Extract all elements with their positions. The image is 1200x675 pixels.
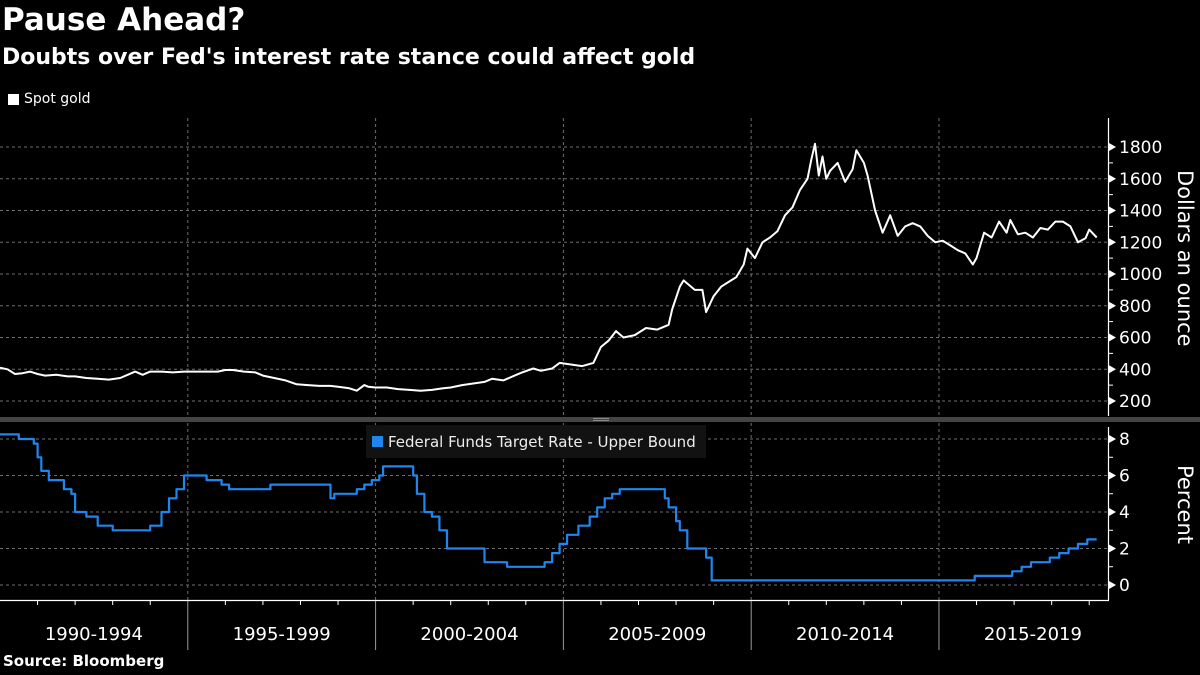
y-tick-marker: [1109, 397, 1116, 405]
y-tick-marker: [1109, 508, 1116, 516]
divider-grip-icon: [593, 418, 609, 419]
source-note: Source: Bloomberg: [3, 652, 165, 670]
y-tick-label: 1600: [1119, 170, 1162, 190]
chart-title: Pause Ahead?: [2, 2, 246, 38]
y-tick-marker: [1109, 333, 1116, 342]
y-axis-title: Percent: [1173, 465, 1197, 544]
y-tick-label: 8: [1119, 430, 1130, 450]
x-tick-label: 2015-2019: [984, 624, 1082, 645]
y-axis-title: Dollars an ounce: [1173, 170, 1197, 347]
y-tick-marker: [1109, 471, 1116, 480]
x-tick-label: 2000-2004: [420, 624, 518, 645]
gold-panel-grid: [0, 118, 1108, 416]
panel-resize-divider[interactable]: [0, 417, 1200, 422]
legend-fed-funds[interactable]: Federal Funds Target Rate - Upper Bound: [366, 425, 706, 458]
x-tick-label: 1990-1994: [45, 624, 143, 645]
y-tick-label: 1200: [1119, 233, 1162, 253]
x-tick-label: 1995-1999: [233, 624, 331, 645]
y-tick-marker: [1109, 544, 1116, 553]
y-tick-label: 600: [1119, 329, 1151, 349]
legend-label: Federal Funds Target Rate - Upper Bound: [388, 432, 696, 451]
y-tick-label: 6: [1119, 467, 1130, 487]
y-tick-label: 400: [1119, 360, 1151, 380]
y-tick-label: 800: [1119, 297, 1151, 317]
legend-label: Spot gold: [24, 91, 91, 107]
legend-swatch-white-square-icon: [8, 93, 19, 105]
y-tick-marker: [1109, 301, 1116, 310]
spot-gold-line: [0, 142, 1098, 392]
x-tick-label: 2010-2014: [796, 624, 894, 645]
fed-funds-rate-line: [0, 433, 1097, 582]
y-tick-marker: [1109, 143, 1116, 151]
y-tick-marker: [1109, 435, 1116, 443]
gold-panel-series: [0, 142, 1098, 392]
y-tick-marker: [1109, 174, 1116, 183]
y-tick-marker: [1109, 365, 1116, 374]
x-tick-label: 2005-2009: [608, 624, 706, 645]
fed-panel-series: [0, 433, 1097, 582]
y-tick-marker: [1109, 581, 1116, 589]
y-tick-label: 2: [1119, 540, 1130, 560]
y-tick-label: 200: [1119, 392, 1151, 412]
y-tick-label: 1400: [1119, 202, 1162, 222]
y-tick-marker: [1109, 206, 1116, 215]
y-tick-label: 1000: [1119, 265, 1162, 285]
y-tick-marker: [1109, 238, 1116, 247]
chart-subtitle: Doubts over Fed's interest rate stance c…: [2, 45, 696, 70]
legend-swatch-blue-square-icon: [372, 436, 383, 447]
y-tick-label: 1800: [1119, 138, 1162, 158]
legend-spot-gold[interactable]: Spot gold: [8, 91, 91, 107]
divider-grip-icon-line: [593, 420, 609, 421]
y-tick-label: 0: [1119, 576, 1130, 596]
axes: 200 400 600 800 1000 1200 1400 1600 1800 Dollars …: [0, 118, 1197, 650]
y-tick-marker: [1109, 270, 1116, 278]
y-tick-label: 4: [1119, 503, 1130, 523]
